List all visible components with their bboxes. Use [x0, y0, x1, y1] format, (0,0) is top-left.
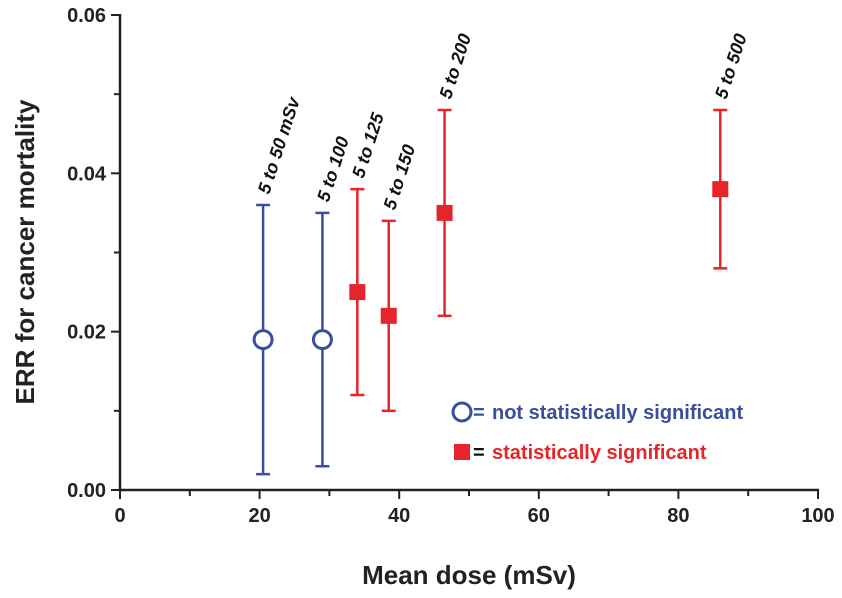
x-axis-title: Mean dose (mSv)	[362, 560, 576, 590]
legend-label: not statistically significant	[492, 402, 744, 424]
point	[436, 204, 453, 221]
point-label: 5 to 125	[348, 110, 388, 181]
x-tick-label: 20	[248, 505, 270, 527]
x-tick-label: 80	[667, 505, 689, 527]
y-tick-label: 0.02	[67, 322, 106, 344]
point-label: 5 to 50 mSv	[254, 94, 304, 196]
point	[451, 401, 473, 423]
legend-joiner: =	[473, 402, 485, 424]
point-label: 5 to 500	[711, 31, 751, 101]
x-tick-label: 100	[801, 505, 834, 527]
x-tick-label: 40	[388, 505, 410, 527]
y-axis-title: ERR for cancer mortality	[10, 99, 40, 404]
y-tick-label: 0.00	[67, 480, 106, 502]
point	[252, 329, 274, 351]
point-label: 5 to 200	[435, 31, 475, 101]
point-label: 5 to 100	[313, 134, 353, 204]
point-label: 5 to 150	[380, 142, 420, 212]
point	[380, 307, 397, 324]
point	[311, 329, 333, 351]
point	[349, 284, 366, 301]
legend-label: statistically significant	[492, 442, 707, 464]
point	[712, 181, 729, 198]
x-tick-label: 0	[114, 505, 125, 527]
point	[454, 444, 470, 460]
y-tick-label: 0.06	[67, 5, 106, 27]
x-tick-label: 60	[528, 505, 550, 527]
legend-joiner: =	[473, 442, 485, 464]
y-tick-label: 0.04	[67, 163, 107, 185]
